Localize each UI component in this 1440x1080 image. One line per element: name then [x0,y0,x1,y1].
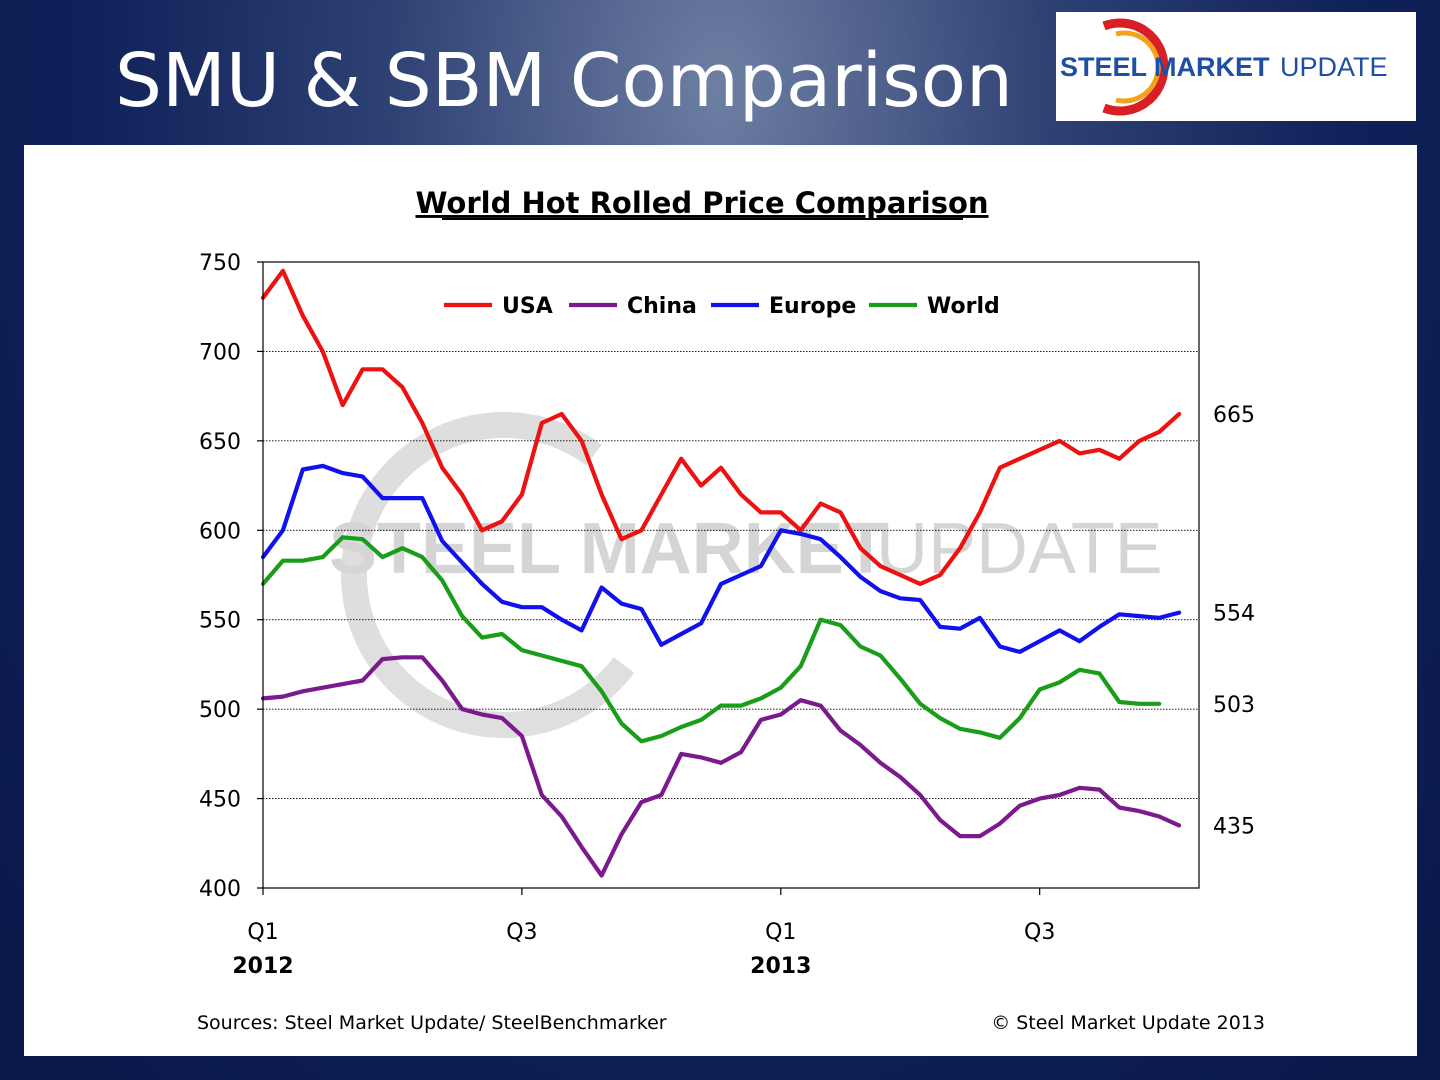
y-axis-ticks: 400 450 500 550 600 650 700 750 [199,251,263,902]
legend-label-china: China [627,294,697,319]
chart-title: World Hot Rolled Price Comparison [415,186,988,220]
copyright-note: © Steel Market Update 2013 [991,1012,1265,1034]
grid [263,350,1199,800]
legend-label-world: World [927,294,1000,319]
y-tick-label: 550 [199,609,241,634]
slide-title: SMU & SBM Comparison [115,38,1013,124]
x-tick-label: Q1 [765,920,796,945]
y-tick-label: 450 [199,788,241,813]
end-label-usa: 665 [1213,403,1255,428]
x-year-label: 2013 [750,954,811,979]
series-line-china [260,655,1182,878]
x-axis-ticks: Q1 2012 Q3 Q1 2013 Q3 [232,888,1055,979]
y-tick-label: 600 [199,519,241,544]
y-tick-label: 400 [199,877,241,902]
chart-panel: STEEL MARKET UPDATE World Hot Rolled Pri… [24,145,1417,1056]
y-tick-label: 650 [199,430,241,455]
end-labels: 665 435 554 503 [1213,403,1255,839]
x-tick-label: Q3 [1024,920,1055,945]
series-line-world [260,535,1162,744]
end-label-world: 503 [1213,693,1255,718]
y-tick-label: 700 [199,340,241,365]
y-tick-label: 500 [199,698,241,723]
plot-frame [262,261,1200,889]
logo-swoosh-red [1102,18,1169,116]
x-tick-label: Q1 [247,920,278,945]
series-line-europe [260,463,1182,654]
logo-graphic: STEEL MARKET UPDATE [1060,18,1388,116]
watermark-swoosh [341,412,635,738]
logo-swoosh-orange [1115,30,1161,104]
watermark-text-bold: STEEL MARKET [329,509,888,589]
logo-text-bold: STEEL MARKET [1060,52,1270,82]
legend: USA China Europe World [444,294,1000,319]
legend-label-europe: Europe [769,294,856,319]
x-year-label: 2012 [232,954,293,979]
series-lines [260,268,1182,878]
series-line-usa [260,268,1182,586]
end-label-europe: 554 [1213,602,1255,627]
logo-text-light: UPDATE [1280,52,1388,82]
y-tick-label: 750 [199,251,241,276]
watermark-text-light: UPDATE [876,509,1163,589]
x-tick-label: Q3 [506,920,537,945]
sources-note: Sources: Steel Market Update/ SteelBench… [197,1012,667,1034]
legend-label-usa: USA [502,294,553,319]
end-label-china: 435 [1213,814,1255,839]
steel-market-update-logo: STEEL MARKET UPDATE [1056,12,1416,121]
price-chart: STEEL MARKET UPDATE World Hot Rolled Pri… [197,186,1265,1034]
